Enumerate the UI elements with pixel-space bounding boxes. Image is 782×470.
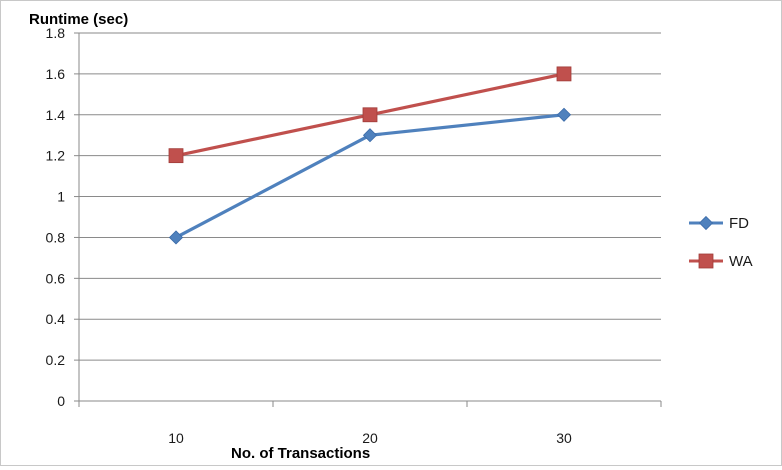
y-tick-label: 1 bbox=[57, 189, 65, 205]
grid-lines bbox=[79, 32, 661, 361]
data-point-wa bbox=[362, 107, 378, 123]
legend-marker-fd bbox=[698, 215, 714, 231]
y-tick-label: 0.6 bbox=[46, 270, 66, 286]
data-point-fd bbox=[362, 128, 378, 143]
y-tick-label: 0 bbox=[57, 393, 65, 409]
y-tick-label: 1.2 bbox=[46, 148, 66, 164]
data-point-fd bbox=[556, 107, 572, 122]
data-point-wa bbox=[168, 148, 184, 164]
x-tick-label: 30 bbox=[556, 430, 572, 446]
y-tick-label: 0.2 bbox=[46, 352, 66, 368]
legend-marker-wa bbox=[698, 253, 714, 269]
y-tick-label: 0.4 bbox=[46, 311, 66, 327]
axes bbox=[74, 32, 662, 407]
y-tick-label: 1.6 bbox=[46, 66, 66, 82]
data-point-fd bbox=[168, 230, 184, 245]
legend-label-wa: WA bbox=[729, 253, 753, 270]
y-tick-labels: 0 0.2 0.4 0.6 0.8 1 1.2 1.4 1.6 1.8 bbox=[46, 25, 66, 409]
series-group bbox=[168, 66, 572, 245]
legend: FD WA bbox=[689, 215, 753, 270]
x-tick-labels: 10 20 30 bbox=[168, 430, 572, 446]
x-tick-label: 20 bbox=[362, 430, 378, 446]
x-tick-label: 10 bbox=[168, 430, 184, 446]
legend-label-fd: FD bbox=[729, 215, 749, 232]
x-axis-title: No. of Transactions bbox=[231, 445, 370, 462]
y-tick-label: 1.8 bbox=[46, 25, 66, 41]
data-point-wa bbox=[556, 66, 572, 82]
y-tick-label: 1.4 bbox=[46, 107, 66, 123]
y-tick-label: 0.8 bbox=[46, 229, 66, 245]
y-axis-title: Runtime (sec) bbox=[29, 11, 128, 28]
